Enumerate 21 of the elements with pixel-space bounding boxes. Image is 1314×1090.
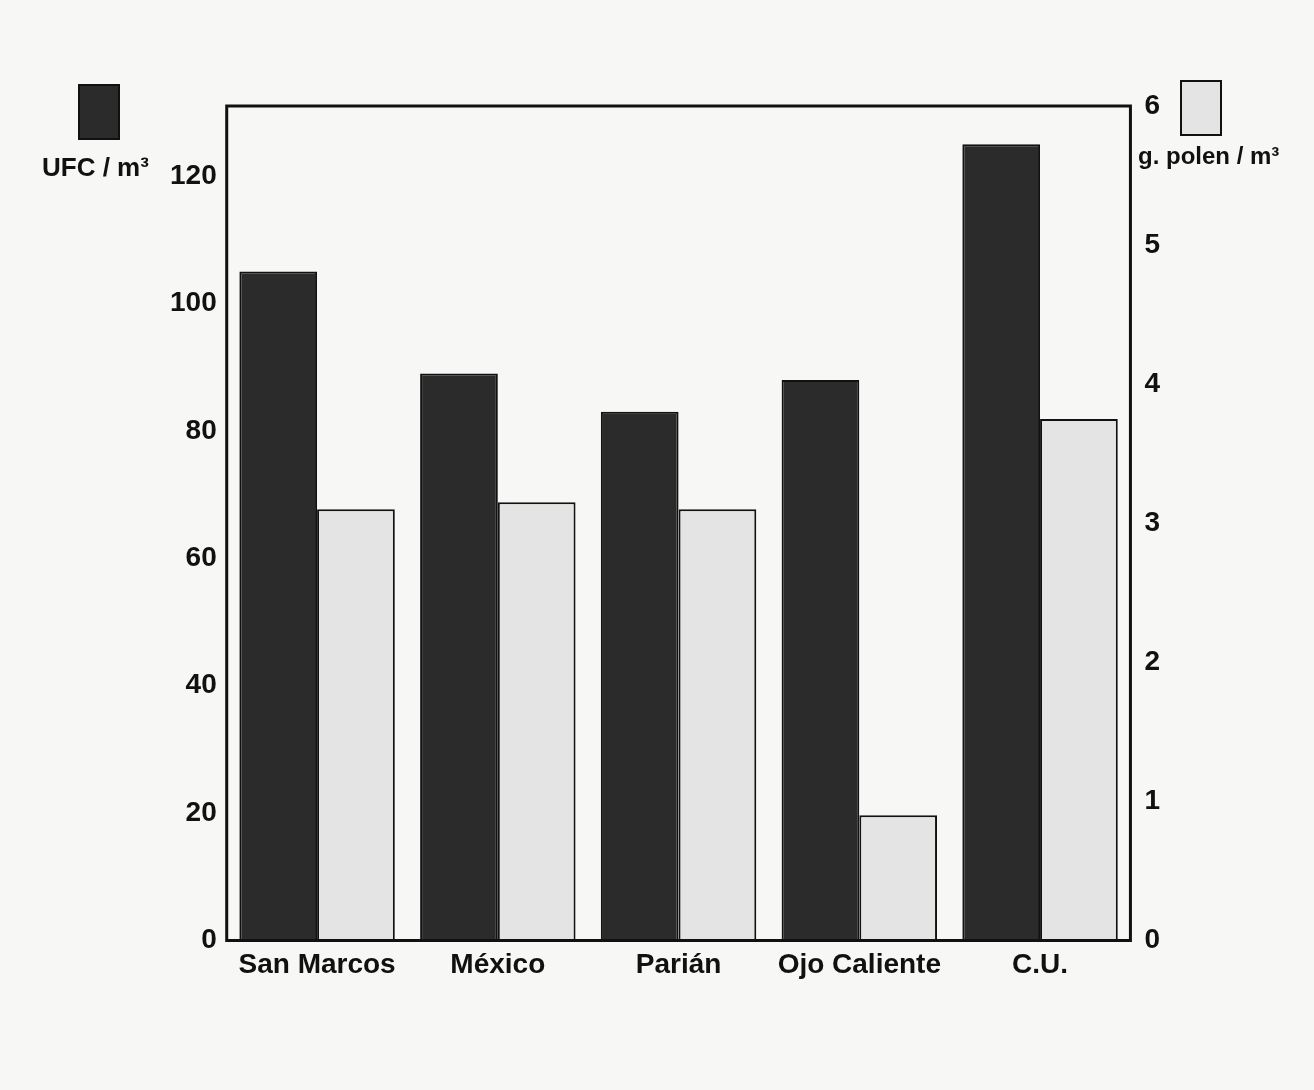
y-axis-title: UFC / m³ xyxy=(42,152,149,183)
y2-tick-label: 5 xyxy=(1144,227,1161,259)
y2-axis-title: g. polen / m³ xyxy=(1138,142,1280,170)
y-tick-label: 80 xyxy=(185,413,217,445)
y2-tick-label: 3 xyxy=(1144,505,1161,537)
x-tick-label: Parián xyxy=(635,947,722,979)
y2-tick-label: 4 xyxy=(1144,366,1161,398)
y-tick-label: 0 xyxy=(201,923,217,955)
y-tick-label: 20 xyxy=(185,795,217,827)
y-tick-label: 120 xyxy=(170,158,217,190)
x-tick-label: Ojo Caliente xyxy=(777,947,941,979)
y2-tick-label: 1 xyxy=(1144,784,1161,816)
y2-tick-label: 2 xyxy=(1144,644,1161,676)
y2-tick-label: 6 xyxy=(1144,88,1161,120)
y-tick-label: 100 xyxy=(170,286,217,318)
y-tick-label: 60 xyxy=(185,540,217,572)
y2-tick-label: 0 xyxy=(1144,923,1161,955)
x-tick-label: San Marcos xyxy=(238,947,396,979)
x-tick-label: C.U. xyxy=(1012,947,1069,979)
y-tick-label: 40 xyxy=(185,668,217,700)
x-tick-label: México xyxy=(450,947,546,979)
